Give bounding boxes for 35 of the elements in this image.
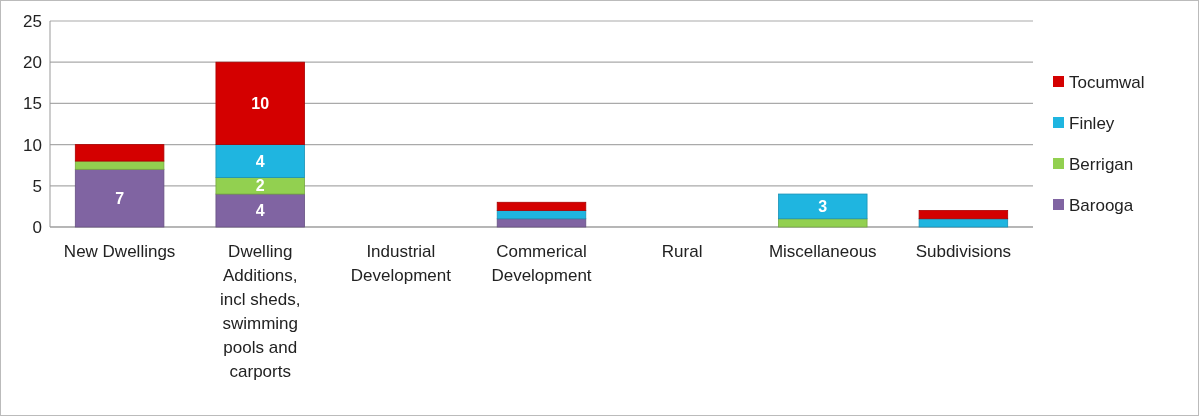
legend-label: Barooga [1069, 195, 1134, 215]
x-tick-label: New Dwellings [63, 242, 176, 261]
data-label: 10 [251, 95, 270, 112]
legend-label: Berrigan [1069, 154, 1134, 174]
data-label: 4 [255, 202, 265, 220]
bar [215, 144, 305, 178]
bar [778, 193, 868, 220]
x-tick-label: Subdivisions [915, 242, 1012, 261]
x-tick-label: Miscellaneous [768, 242, 877, 261]
y-tick-label: 10 [23, 135, 42, 155]
y-tick-label: 20 [23, 53, 42, 73]
data-label: 3 [818, 198, 828, 215]
x-tick-label: Dwelling Additions, incl sheds, swimming pools and carports [220, 242, 301, 381]
legend-label: Finley [1069, 113, 1115, 133]
data-label: 7 [115, 189, 125, 207]
y-tick-label: 0 [32, 217, 42, 237]
data-label: 4 [255, 152, 265, 170]
bar [215, 177, 305, 195]
bar [215, 193, 305, 228]
x-tick-label: Industrial Development [350, 242, 452, 285]
bar [918, 218, 1009, 228]
bar [918, 210, 1009, 220]
x-tick-label: Rural [661, 242, 703, 261]
y-tick-label: 25 [23, 11, 42, 31]
x-tick-label: Commerical Development [491, 242, 592, 285]
legend-label: Tocumwal [1069, 72, 1145, 92]
y-tick-label: 15 [23, 94, 42, 114]
bar [496, 201, 587, 211]
bar [74, 144, 165, 162]
y-tick-label: 5 [32, 176, 42, 196]
data-label: 2 [255, 177, 265, 195]
bar [778, 218, 868, 228]
bar [496, 218, 587, 228]
bar [74, 168, 165, 228]
bar [215, 61, 305, 145]
